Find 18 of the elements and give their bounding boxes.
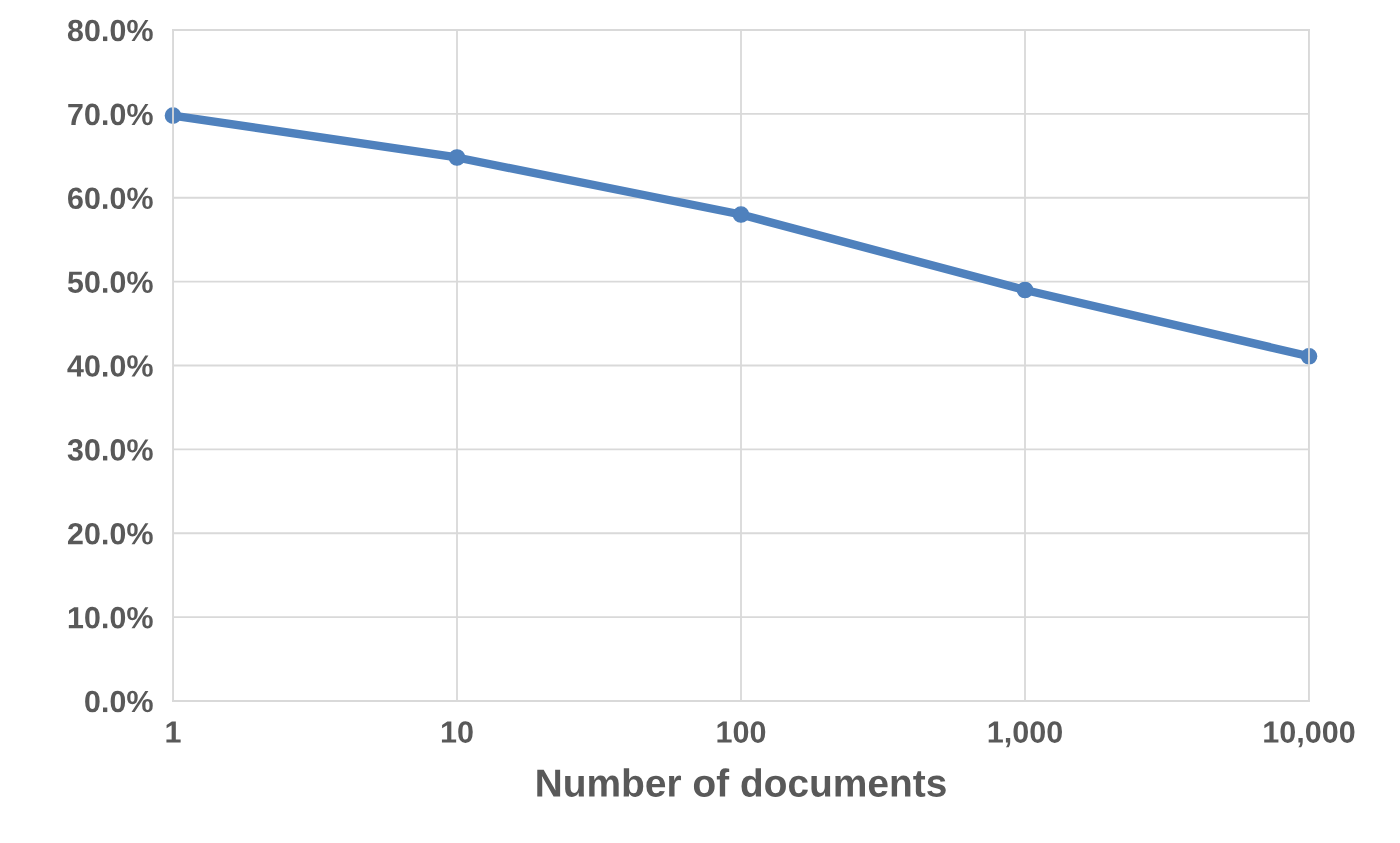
y-tick-label: 50.0% — [67, 271, 153, 293]
y-tick-label: 10.0% — [68, 606, 153, 629]
x-axis-title: Number of documents — [537, 768, 946, 797]
y-tick-label: 30.0% — [67, 439, 153, 461]
x-tick-label: 10 — [441, 721, 473, 743]
x-tick-label: 100 — [717, 721, 766, 743]
x-tick-label: 10,000 — [1264, 721, 1355, 748]
x-tick-label: 1 — [166, 721, 181, 743]
y-tick-label: 60.0% — [68, 187, 153, 210]
y-tick-label: 70.0% — [68, 103, 153, 126]
point — [732, 206, 750, 223]
y-tick-label: 80.0% — [67, 19, 153, 42]
y-tick-label: 0.0% — [85, 690, 153, 713]
point — [448, 149, 466, 166]
point — [1016, 281, 1034, 299]
y-tick-label: 20.0% — [67, 522, 153, 545]
x-tick-label: 1,000 — [988, 721, 1062, 748]
y-tick-label: 40.0% — [67, 355, 153, 377]
